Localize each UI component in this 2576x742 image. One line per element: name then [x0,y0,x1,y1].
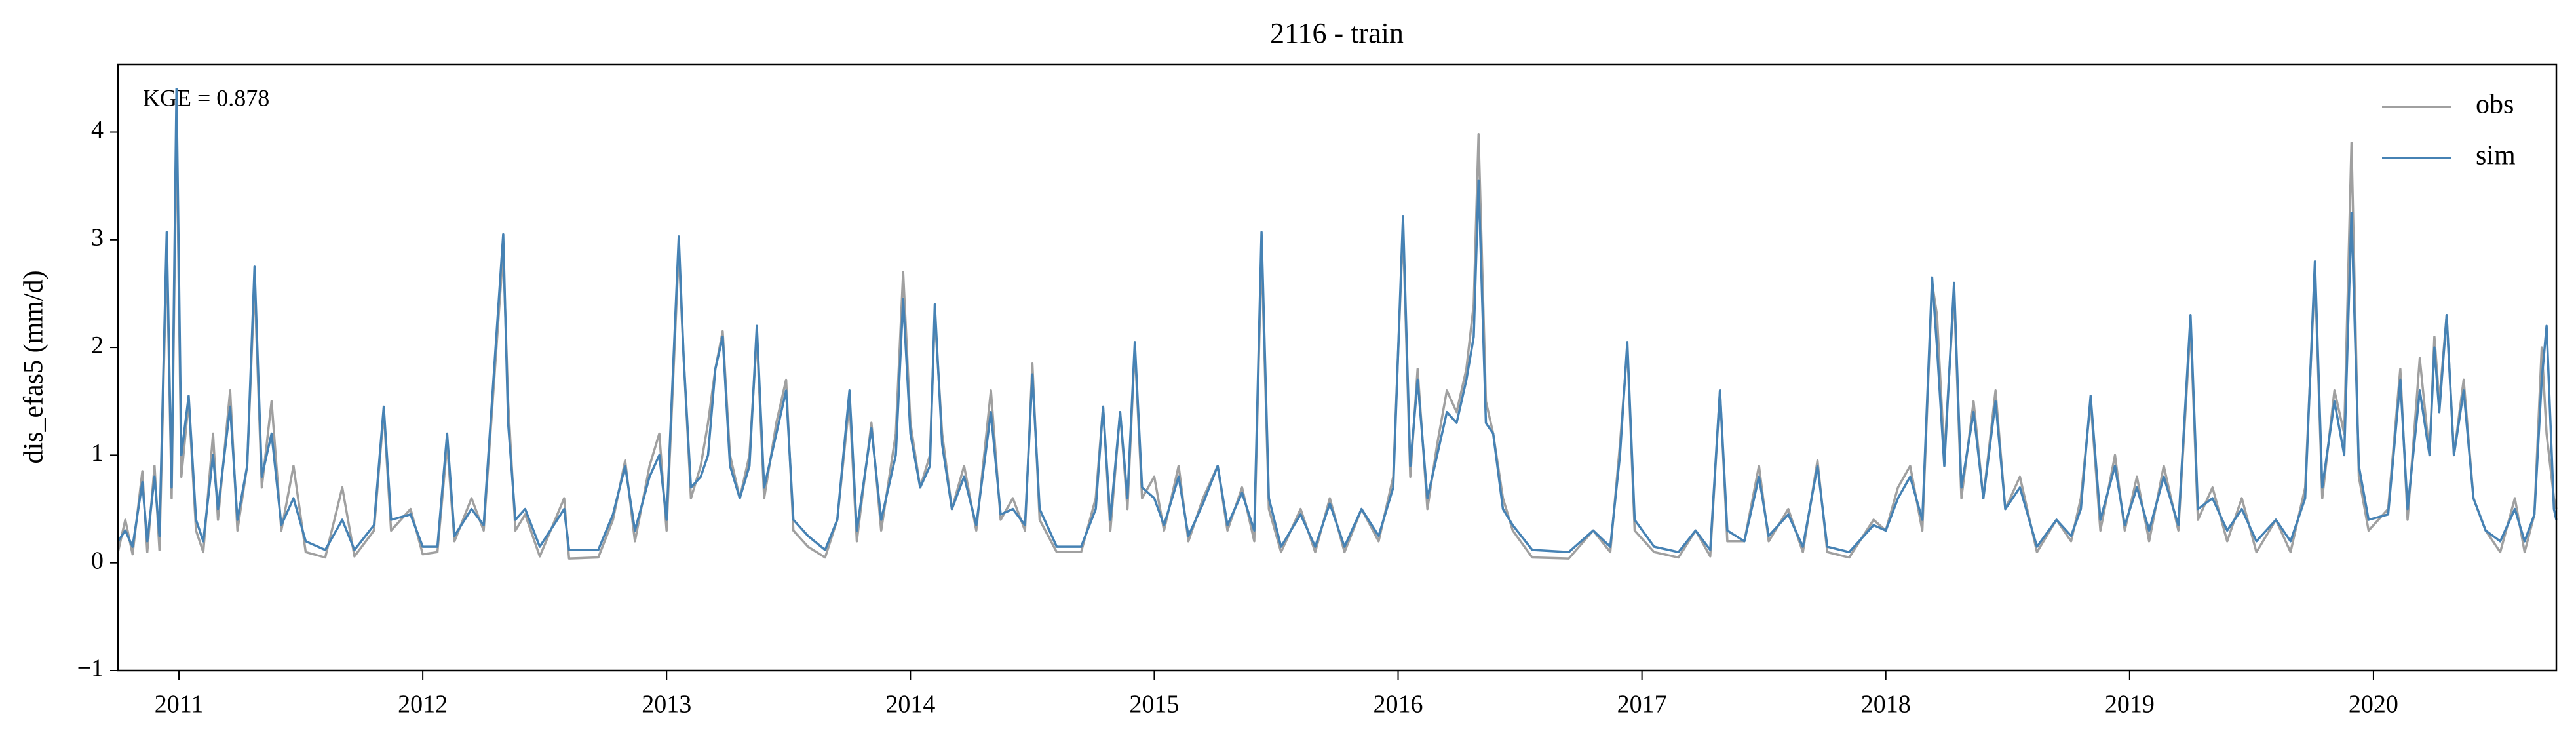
x-tick-label: 2013 [642,691,691,718]
y-tick-label: 2 [91,332,104,359]
x-tick-label: 2020 [2349,691,2398,718]
x-tick-label: 2015 [1129,691,1179,718]
y-tick-label: 0 [91,547,104,574]
plot-frame [117,63,2558,672]
y-tick-label: −1 [77,655,104,682]
x-tick-label: 2017 [1617,691,1667,718]
x-tick-label: 2012 [398,691,448,718]
legend-label: obs [2476,90,2514,120]
y-tick-label: 1 [91,439,104,467]
x-tick-label: 2016 [1374,691,1423,718]
y-tick-label: 4 [91,116,104,144]
series-line [117,88,2558,554]
x-tick-label: 2019 [2105,691,2155,718]
x-tick-label: 2011 [155,691,204,718]
chart-title: 2116 - train [1270,17,1404,49]
x-tick-label: 2014 [885,691,935,718]
y-axis-label: dis_efas5 (mm/d) [19,270,49,463]
y-tick-label: 3 [91,224,104,252]
annotation: KGE = 0.878 [143,85,269,111]
x-tick-label: 2018 [1861,691,1911,718]
legend-label: sim [2476,141,2516,171]
